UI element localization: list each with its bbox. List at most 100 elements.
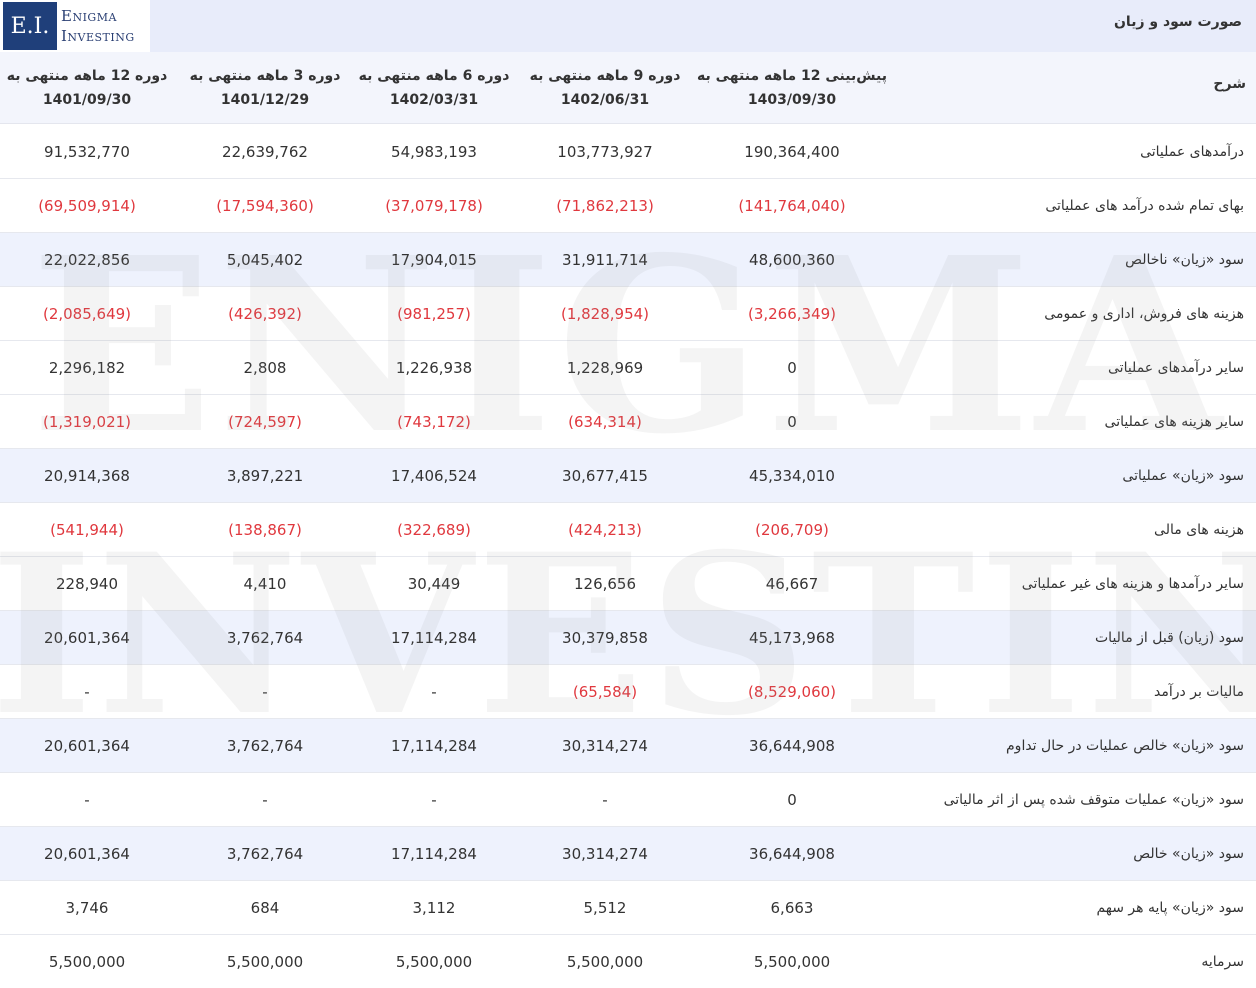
table-cell: 0: [787, 790, 797, 809]
row-label: درآمدهای عملیاتی: [1140, 143, 1244, 160]
description-header: شرح: [1213, 76, 1246, 92]
table-row[interactable]: بهای تمام شده درآمد های عملیاتی (141,764,…: [0, 179, 1256, 233]
table-cell: 17,114,284: [391, 736, 477, 755]
table-row[interactable]: سایر هزینه های عملیاتی 0 (634,314) (743,172…: [0, 395, 1256, 449]
table-cell: 30,379,858: [562, 628, 648, 647]
table-cell: 30,314,274: [562, 844, 648, 863]
table-row[interactable]: هزینه های فروش، اداری و عمومی (3,266,349)…: [0, 287, 1256, 341]
table-row[interactable]: درآمدهای عملیاتی 190,364,400 103,773,927 54…: [0, 125, 1256, 179]
table-cell: 3,762,764: [226, 844, 304, 863]
table-row[interactable]: سود «زیان» پایه هر سهم 6,663 5,512 3,112 684…: [0, 881, 1256, 935]
page-title: صورت سود و زیان: [1113, 14, 1242, 30]
column-header-1-date: 1403/09/30: [747, 92, 837, 108]
table-cell: (138,867): [228, 520, 302, 539]
table-cell: (3,266,349): [747, 304, 837, 323]
table-cell: -: [262, 790, 268, 809]
brand-mark: E.I.: [3, 2, 57, 50]
table-cell: 17,406,524: [391, 466, 477, 485]
table-cell: 5,500,000: [48, 952, 126, 971]
column-header-5-date: 1401/09/30: [42, 92, 132, 108]
table-cell: -: [431, 682, 437, 701]
table-row[interactable]: سود «زیان» ناخالص 48,600,360 31,911,714 17,…: [0, 233, 1256, 287]
table-cell: 0: [787, 358, 797, 377]
column-header-5[interactable]: دوره 12 ماهه منتهی به 1401/09/30: [0, 62, 174, 114]
table-cell: (206,709): [755, 520, 829, 539]
table-cell: (634,314): [568, 412, 642, 431]
table-cell: 30,449: [407, 574, 461, 593]
table-cell: 5,500,000: [566, 952, 644, 971]
row-label: سود «زیان» ناخالص: [1125, 251, 1244, 268]
column-header-3[interactable]: دوره 6 ماهه منتهی به 1402/03/31: [350, 62, 518, 114]
table-cell: (322,689): [397, 520, 471, 539]
table-cell: 5,500,000: [753, 952, 831, 971]
table-cell: 6,663: [770, 898, 814, 917]
row-label: بهای تمام شده درآمد های عملیاتی: [1045, 197, 1244, 214]
row-label: سرمایه: [1201, 953, 1244, 970]
table-cell: 46,667: [765, 574, 819, 593]
table-cell: 30,677,415: [562, 466, 648, 485]
table-cell: -: [84, 790, 90, 809]
table-cell: 3,746: [65, 898, 109, 917]
table-row[interactable]: سرمایه 5,500,000 5,500,000 5,500,000 5,500,0…: [0, 935, 1256, 988]
table-cell: 3,762,764: [226, 628, 304, 647]
table-cell: (141,764,040): [738, 196, 846, 215]
table-cell: 48,600,360: [749, 250, 835, 269]
table-cell: 5,500,000: [226, 952, 304, 971]
table-row[interactable]: سود (زیان) قبل از مالیات 45,173,968 30,379…: [0, 611, 1256, 665]
row-label: سود «زیان» عملیات متوقف شده پس از اثر ما…: [943, 791, 1244, 808]
row-label: سایر درآمدها و هزینه های غیر عملیاتی: [1021, 575, 1244, 592]
table-cell: 45,334,010: [749, 466, 835, 485]
brand-logo: E.I. Enigma Investing: [0, 0, 150, 52]
table-row[interactable]: سود «زیان» عملیات متوقف شده پس از اثر ما…: [0, 773, 1256, 827]
table-cell: (69,509,914): [38, 196, 136, 215]
column-header-4[interactable]: دوره 3 ماهه منتهی به 1401/12/29: [180, 62, 350, 114]
column-header-5-period: دوره 12 ماهه منتهی به: [6, 68, 168, 84]
row-label: مالیات بر درآمد: [1154, 683, 1244, 700]
column-header-2[interactable]: دوره 9 ماهه منتهی به 1402/06/31: [520, 62, 690, 114]
table-cell: (541,944): [50, 520, 124, 539]
column-header-1[interactable]: پیش‌بینی 12 ماهه منتهی به 1403/09/30: [696, 62, 888, 114]
table-cell: 17,114,284: [391, 844, 477, 863]
table-row[interactable]: سایر درآمدهای عملیاتی 0 1,228,969 1,226,938…: [0, 341, 1256, 395]
table-row[interactable]: هزینه های مالی (206,709) (424,213) (322,689…: [0, 503, 1256, 557]
table-cell: 45,173,968: [749, 628, 835, 647]
table-cell: (724,597): [228, 412, 302, 431]
table-body: درآمدهای عملیاتی 190,364,400 103,773,927 54…: [0, 125, 1256, 988]
table-cell: 5,512: [583, 898, 627, 917]
table-row[interactable]: سود «زیان» عملیاتی 45,334,010 30,677,415 17…: [0, 449, 1256, 503]
table-cell: 20,601,364: [44, 736, 130, 755]
row-label: هزینه های مالی: [1154, 521, 1244, 538]
table-row[interactable]: سود «زیان» خالص عملیات در حال تداوم 36,64…: [0, 719, 1256, 773]
row-label: سایر درآمدهای عملیاتی: [1108, 359, 1244, 376]
row-label: هزینه های فروش، اداری و عمومی: [1044, 305, 1244, 322]
table-cell: 0: [787, 412, 797, 431]
table-cell: 126,656: [573, 574, 637, 593]
table-cell: (981,257): [397, 304, 471, 323]
table-row[interactable]: سایر درآمدها و هزینه های غیر عملیاتی 46,6…: [0, 557, 1256, 611]
table-cell: 17,114,284: [391, 628, 477, 647]
column-header-2-date: 1402/06/31: [560, 92, 650, 108]
table-cell: 20,601,364: [44, 628, 130, 647]
brand-line-1: Enigma: [61, 7, 117, 25]
table-cell: 5,500,000: [395, 952, 473, 971]
table-cell: (743,172): [397, 412, 471, 431]
table-cell: 1,226,938: [395, 358, 473, 377]
table-cell: 2,808: [243, 358, 287, 377]
table-row[interactable]: مالیات بر درآمد (8,529,060) (65,584) - - -: [0, 665, 1256, 719]
column-header-3-date: 1402/03/31: [389, 92, 479, 108]
table-cell: 17,904,015: [391, 250, 477, 269]
row-label: سود (زیان) قبل از مالیات: [1095, 629, 1244, 646]
column-header-3-period: دوره 6 ماهه منتهی به: [358, 68, 510, 84]
table-cell: (2,085,649): [42, 304, 132, 323]
table-row[interactable]: سود «زیان» خالص 36,644,908 30,314,274 17,11…: [0, 827, 1256, 881]
row-label: سود «زیان» خالص عملیات در حال تداوم: [1006, 737, 1244, 754]
table-cell: 190,364,400: [744, 142, 840, 161]
table-cell: 22,022,856: [44, 250, 130, 269]
table-cell: -: [602, 790, 608, 809]
table-cell: 4,410: [243, 574, 287, 593]
brand-line-2: Investing: [61, 27, 135, 45]
table-cell: (1,828,954): [560, 304, 650, 323]
table-cell: 3,112: [412, 898, 456, 917]
table-cell: 684: [250, 898, 280, 917]
column-header-1-period: پیش‌بینی 12 ماهه منتهی به: [697, 68, 887, 84]
